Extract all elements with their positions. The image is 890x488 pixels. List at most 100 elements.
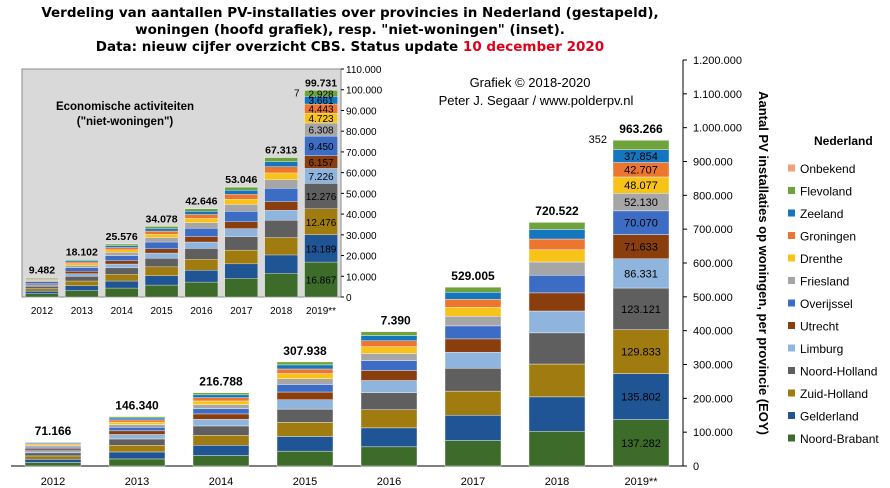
legend-label: Onbekend [800, 162, 855, 176]
inset-bar-segment-friesland [65, 265, 99, 268]
bar-segment-noord-brabant [528, 431, 586, 467]
inset-bar-segment-gelderland [144, 275, 179, 286]
bar-segment-zuid-holland [528, 363, 586, 398]
x-tick-label: 2013 [125, 476, 149, 488]
inset-bar-segment-zuid-holland [105, 274, 139, 282]
inset-bar-segment-noord-brabant [224, 278, 258, 298]
inset-bar-segment-groningen [105, 247, 139, 251]
segment-label: 37.854 [624, 151, 658, 163]
inset-x-tick-label: 2015 [150, 306, 173, 317]
inset-bar-segment-zeeland [224, 190, 258, 195]
inset-bar-segment-utrecht [25, 283, 59, 285]
inset-bar-segment-noord-brabant [264, 273, 298, 298]
legend-swatch-onbekend [788, 164, 795, 172]
bar-segment-gelderland [612, 373, 670, 420]
inset-segment-label: 7.226 [309, 172, 334, 183]
x-tick-label: 2017 [461, 476, 485, 488]
inset-bar-segment-noord-holland [144, 258, 179, 268]
inset-bar-segment-noord-holland [304, 183, 338, 209]
inset-segment-label: 6.308 [309, 126, 334, 137]
inset-bar-segment-drenthe [184, 218, 219, 223]
inset-bar-segment-flevoland [65, 259, 99, 261]
inset-bar-segment-gelderland [105, 280, 139, 289]
inset-bar-segment-noord-brabant [304, 261, 338, 298]
bar-segment-drenthe [360, 346, 418, 354]
inset-y-tick-label: 20.000 [346, 252, 377, 263]
legend-label: Limburg [800, 342, 843, 356]
inset-bar-segment-utrecht [184, 236, 219, 243]
y-tick-label: 800.000 [693, 190, 733, 202]
inset-y-tick-label: 10.000 [346, 272, 377, 283]
bar-segment-utrecht [444, 338, 502, 353]
title-line-1: Verdeling van aantallen PV-installaties … [41, 5, 659, 21]
y-tick-label: 100.000 [693, 427, 733, 439]
inset-bar-segment-zuid-holland [144, 266, 179, 276]
inset-title: Economische activiteiten ("niet-woningen"… [56, 101, 194, 128]
inset-y-tick-label: 100.000 [346, 86, 383, 97]
bar-segment-limburg [108, 434, 166, 440]
bar-segment-flevoland [360, 331, 418, 336]
title-update-date: 10 december 2020 [462, 39, 605, 55]
bar-segment-utrecht [612, 234, 670, 260]
inset-bar-segment-utrecht [224, 221, 258, 229]
legend-swatch-groningen [788, 232, 795, 239]
legend-swatch-noord-brabant [788, 434, 795, 442]
inset-bar-segment-limburg [105, 263, 139, 269]
legend-label: Gelderland [800, 410, 859, 424]
bar-segment-noord-holland [276, 408, 334, 423]
bar-segment-flevoland [444, 286, 502, 293]
inset-bar-segment-zeeland [184, 211, 219, 215]
inset-x-tick-label: 2016 [190, 306, 213, 317]
y-tick-label: 500.000 [693, 292, 733, 304]
inset-bar-segment-groningen [184, 214, 219, 219]
bar-segment-flevoland [108, 416, 166, 419]
inset-y-tick-label: 90.000 [346, 106, 377, 117]
y-tick-label: 1.000.000 [693, 123, 742, 135]
inset-y-tick-label: 0 [346, 293, 352, 304]
x-tick-label: 2018 [545, 476, 569, 488]
segment-label: 52.130 [624, 197, 658, 209]
inset-bar-segment-overijssel [105, 255, 139, 261]
inset-bar-segment-friesland [264, 179, 298, 189]
bar-segment-zeeland [192, 394, 250, 398]
inset-bar-segment-zuid-holland [304, 208, 338, 235]
inset-bar-segment-limburg [224, 228, 258, 237]
inset-bar-segment-limburg [65, 273, 99, 277]
inset-y-tick-label: 50.000 [346, 189, 377, 200]
chart-title: Verdeling van aantallen PV-installaties … [0, 5, 700, 56]
legend-swatch-utrecht [788, 322, 795, 329]
inset-bar-segment-zuid-holland [264, 237, 298, 256]
bar-segment-utrecht [24, 448, 82, 451]
legend-label: Noord-Brabant [800, 432, 879, 446]
inset-bar-total-label: 53.046 [225, 174, 257, 186]
bar-segment-zuid-holland [444, 390, 502, 416]
bar-total-label: 307.938 [283, 344, 327, 358]
bar-segment-noord-holland [612, 287, 670, 330]
inset-bar-segment-noord-brabant [184, 281, 219, 298]
inset-bar-total-label: 34.078 [146, 213, 178, 225]
legend-label: Friesland [800, 275, 849, 289]
legend-label: Utrecht [800, 320, 839, 334]
inset-segment-label: 6.157 [309, 158, 334, 169]
inset-bar-segment-friesland [224, 204, 258, 212]
inset-bar-segment-friesland [184, 222, 219, 229]
x-tick-label: 2014 [209, 476, 233, 488]
bar-segment-noord-brabant [444, 440, 502, 467]
bar-segment-gelderland [276, 436, 334, 452]
bar-segment-limburg [528, 310, 586, 334]
bar-segment-noord-brabant [276, 450, 334, 467]
inset-segment-label: 16.867 [306, 276, 337, 287]
inset-bar-segment-groningen [144, 230, 179, 235]
bar-segment-noord-holland [108, 438, 166, 446]
bar-segment-noord-holland [360, 392, 418, 410]
x-tick-label: 2015 [293, 476, 317, 488]
bar-segment-noord-brabant [612, 419, 670, 467]
inset-y-tick-label: 80.000 [346, 127, 377, 138]
y-tick-label: 900.000 [693, 157, 733, 169]
inset-bar-segment-zuid-holland [25, 288, 59, 292]
inset-bar-segment-drenthe [224, 199, 258, 205]
bar-segment-overijssel [444, 325, 502, 340]
inset-bar-segment-noord-brabant [65, 290, 99, 298]
segment-label: 86.331 [624, 268, 658, 280]
